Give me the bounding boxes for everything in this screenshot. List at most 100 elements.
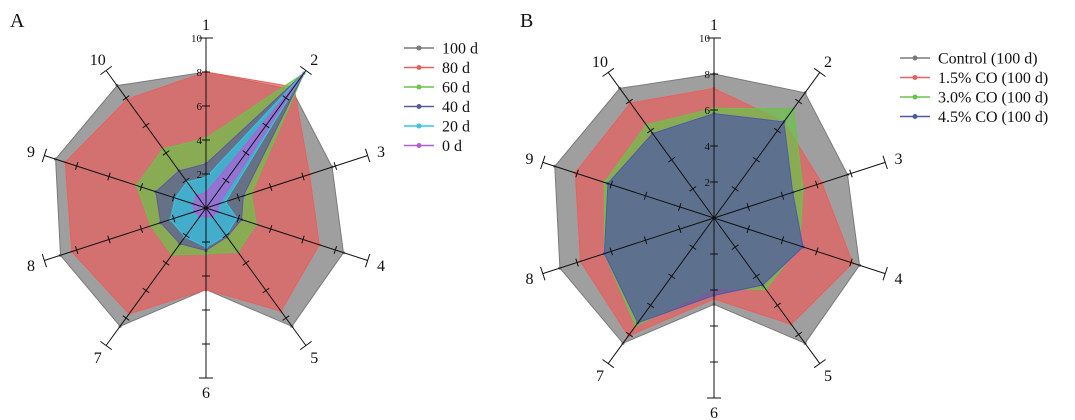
axis-tick (780, 236, 785, 245)
axis-tick (107, 172, 111, 181)
legend-marker (912, 94, 918, 100)
r-tick-label: 2 (705, 177, 711, 189)
axis-tick (849, 258, 853, 267)
axis-line (205, 207, 368, 261)
legend-label: 100 d (442, 41, 478, 58)
axis-tick (752, 273, 760, 280)
panel-a: A 1 2 3 4 5 6 7 8 9 10 2 4 6 8 10 100 d 80 d 60 d 40 d 20 d 0… (10, 10, 478, 402)
axis-line (44, 155, 207, 209)
axis-tick (142, 287, 150, 294)
legend-item-3: 3.0% CO (100 d) (900, 90, 1048, 107)
axis-tick (300, 65, 312, 76)
axis-tick (162, 150, 170, 156)
legend-marker (912, 75, 918, 80)
axis-tick (643, 236, 648, 245)
axis-tick (182, 232, 190, 239)
axis-tick (365, 253, 371, 268)
axis-tick (365, 148, 371, 163)
legend-item-4: 4.5% CO (100 d) (900, 109, 1048, 126)
axis-tick (882, 266, 888, 281)
legend-item-1: 100 d (404, 41, 478, 58)
legend-item-1: Control (100 d) (900, 51, 1038, 68)
axis-tick (540, 266, 546, 281)
axis-tick (236, 214, 241, 223)
legend-marker (416, 65, 422, 70)
axis-tick (142, 122, 150, 129)
legend-label: 60 d (442, 80, 470, 97)
axis-tick (139, 183, 144, 191)
axis-tick (262, 122, 270, 129)
legend-label: 20 d (442, 119, 470, 136)
axis-line (607, 72, 715, 219)
r-tick-label: 4 (705, 141, 711, 153)
axis-line (542, 217, 715, 275)
legend-item-4: 40 d (404, 99, 470, 116)
legend-label: 40 d (442, 99, 470, 116)
r-tick-label: 6 (705, 105, 711, 117)
axis-label-10: 10 (90, 52, 106, 69)
legend-marker (912, 55, 918, 61)
axis-tick (282, 315, 290, 321)
axis-tick (731, 244, 739, 250)
legend-marker (912, 114, 918, 119)
axis-tick (333, 246, 338, 254)
axis-tick (773, 302, 781, 309)
axis-line (205, 70, 307, 209)
axis-tick (668, 156, 676, 163)
axis-tick (122, 315, 130, 321)
axis-line (713, 161, 886, 219)
axis-label-3: 3 (895, 151, 903, 168)
axis-line (713, 217, 821, 364)
axis-label-2: 2 (310, 52, 318, 69)
legend-item-2: 80 d (404, 60, 470, 77)
axis-line (44, 207, 207, 261)
axis-label-5: 5 (824, 368, 832, 385)
axis-tick (41, 148, 47, 163)
axis-tick (100, 340, 112, 351)
axis-tick (609, 247, 613, 256)
axis-tick (813, 359, 826, 369)
axis-line (607, 217, 715, 364)
axis-line (105, 207, 207, 346)
axis-tick (609, 180, 613, 189)
legend-marker (416, 123, 422, 129)
axis-tick (849, 169, 853, 178)
axis-tick (222, 232, 230, 239)
axis-line (713, 72, 821, 219)
axis-tick (236, 193, 241, 202)
axis-tick (301, 235, 305, 244)
axis-label-7: 7 (94, 350, 102, 367)
axis-label-9: 9 (27, 144, 35, 161)
axis-tick (746, 202, 750, 211)
r-tick-label: 4 (197, 135, 203, 147)
legend-marker (416, 143, 422, 148)
axis-tick (575, 169, 579, 178)
axis-tick (222, 177, 230, 184)
legend-item-6: 0 d (404, 138, 462, 155)
axis-tick (647, 302, 655, 309)
legend-item-2: 1.5% CO (100 d) (900, 70, 1048, 87)
axis-label-7: 7 (596, 368, 604, 385)
axis-tick (678, 202, 682, 211)
axis-tick (625, 98, 633, 105)
axis-label-1: 1 (710, 17, 718, 34)
axis-tick (74, 162, 79, 170)
axis-tick (242, 260, 250, 266)
axis-tick (300, 340, 312, 351)
legend-marker (416, 45, 422, 51)
axis-tick (139, 225, 144, 233)
legend-marker (416, 84, 422, 90)
axis-tick (162, 260, 170, 266)
axis-tick (678, 225, 682, 234)
axis-label-3: 3 (377, 144, 385, 161)
axis-tick (815, 180, 819, 189)
axis-tick (333, 162, 338, 170)
axis-tick (41, 253, 47, 268)
axis-tick (795, 98, 803, 105)
axis-tick (752, 156, 760, 163)
legend-label: 4.5% CO (100 d) (938, 109, 1048, 126)
legend-label: 3.0% CO (100 d) (938, 90, 1048, 107)
axis-tick (268, 225, 273, 233)
axis-tick (731, 186, 739, 192)
